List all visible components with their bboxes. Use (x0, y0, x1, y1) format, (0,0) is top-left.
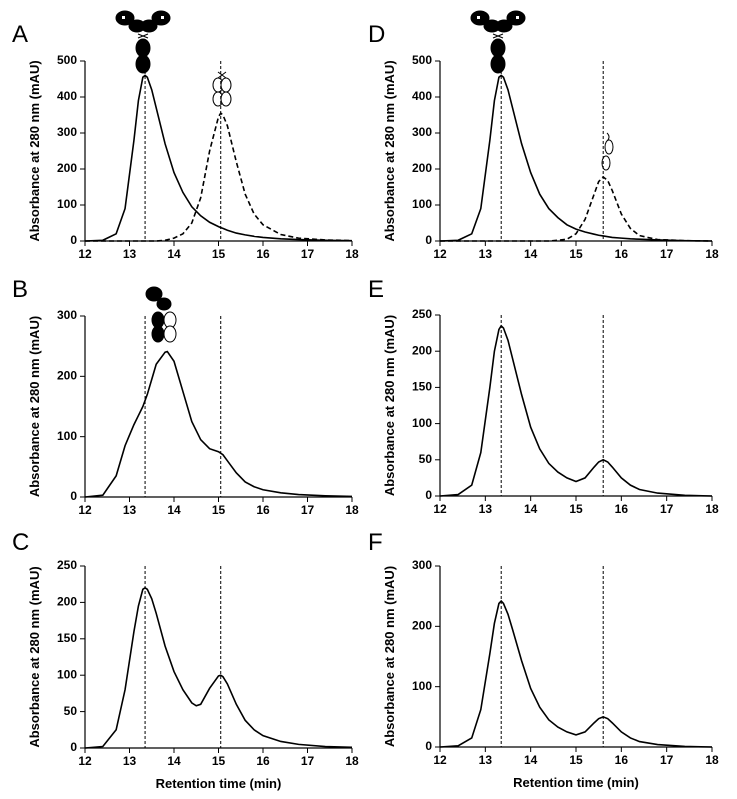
curve (440, 175, 713, 242)
x-tick-label: 18 (345, 247, 359, 261)
curve (84, 350, 353, 498)
y-tick-label: 0 (70, 740, 77, 754)
x-tick-label: 16 (256, 503, 270, 517)
x-tick-label: 12 (433, 502, 447, 516)
y-axis-label: Absorbance at 280 nm (mAU) (382, 315, 397, 496)
y-tick-label: 400 (412, 89, 432, 103)
y-tick-label: 200 (412, 619, 432, 633)
y-tick-label: 100 (412, 416, 432, 430)
y-tick-label: 0 (425, 739, 432, 753)
y-tick-label: 100 (57, 197, 77, 211)
x-tick-label: 16 (256, 754, 270, 768)
y-axis-label: Absorbance at 280 nm (mAU) (27, 566, 42, 747)
x-tick-label: 17 (301, 754, 315, 768)
y-tick-label: 250 (412, 307, 432, 321)
curve (439, 324, 713, 497)
y-tick-label: 200 (412, 161, 432, 175)
y-tick-label: 0 (70, 233, 77, 247)
x-tick-label: 16 (615, 247, 629, 261)
y-tick-label: 250 (57, 558, 77, 572)
curve (84, 74, 353, 242)
y-tick-label: 0 (425, 488, 432, 502)
y-tick-label: 300 (412, 125, 432, 139)
x-tick-label: 12 (433, 247, 447, 261)
curve (85, 112, 353, 242)
y-tick-label: 500 (57, 53, 77, 67)
x-tick-label: 13 (123, 503, 137, 517)
y-tick-label: 200 (57, 369, 77, 383)
y-tick-label: 100 (57, 667, 77, 681)
x-tick-label: 14 (167, 754, 181, 768)
x-tick-label: 15 (212, 247, 226, 261)
y-tick-label: 200 (412, 343, 432, 357)
panel-label: C (12, 529, 29, 556)
y-axis-label: Absorbance at 280 nm (mAU) (382, 566, 397, 747)
x-tick-label: 14 (524, 247, 538, 261)
x-tick-label: 14 (524, 753, 538, 767)
y-tick-label: 100 (57, 429, 77, 443)
x-tick-label: 16 (615, 502, 629, 516)
fragment-icon (212, 71, 614, 171)
x-tick-label: 14 (167, 503, 181, 517)
x-tick-label: 17 (660, 247, 674, 261)
y-axis-label: Absorbance at 280 nm (mAU) (27, 316, 42, 497)
x-tick-label: 18 (345, 503, 359, 517)
y-tick-label: 300 (412, 558, 432, 572)
x-tick-label: 18 (705, 502, 719, 516)
x-tick-label: 17 (301, 247, 315, 261)
x-tick-label: 16 (615, 753, 629, 767)
y-tick-label: 0 (425, 233, 432, 247)
x-tick-label: 14 (524, 502, 538, 516)
y-tick-label: 500 (412, 53, 432, 67)
y-tick-label: 300 (57, 125, 77, 139)
y-tick-label: 400 (57, 89, 77, 103)
x-tick-label: 17 (660, 502, 674, 516)
x-tick-label: 12 (78, 503, 92, 517)
panel-label: D (368, 21, 385, 48)
x-tick-label: 17 (301, 503, 315, 517)
x-tick-label: 15 (569, 753, 583, 767)
x-tick-label: 18 (345, 754, 359, 768)
x-tick-label: 13 (123, 754, 137, 768)
panel-label: B (12, 276, 28, 303)
x-tick-label: 15 (212, 503, 226, 517)
panel-label: F (368, 529, 383, 556)
x-axis-label: Retention time (min) (156, 776, 282, 791)
antibody-icon (115, 10, 526, 343)
panel-label: A (12, 21, 28, 48)
y-axis-label: Absorbance at 280 nm (mAU) (382, 60, 397, 241)
x-tick-label: 12 (78, 754, 92, 768)
x-tick-label: 14 (167, 247, 181, 261)
x-tick-label: 13 (479, 247, 493, 261)
curve (84, 586, 353, 749)
x-axis-label: Retention time (min) (513, 775, 639, 790)
x-tick-label: 13 (479, 502, 493, 516)
y-tick-label: 150 (412, 380, 432, 394)
x-tick-label: 17 (660, 753, 674, 767)
y-tick-label: 100 (412, 197, 432, 211)
curve (439, 74, 713, 242)
y-tick-label: 200 (57, 161, 77, 175)
x-tick-label: 13 (479, 753, 493, 767)
y-axis-label: Absorbance at 280 nm (mAU) (27, 60, 42, 241)
x-tick-label: 18 (705, 247, 719, 261)
x-tick-label: 12 (433, 753, 447, 767)
y-tick-label: 100 (412, 679, 432, 693)
y-tick-label: 50 (419, 452, 433, 466)
y-tick-label: 200 (57, 595, 77, 609)
x-tick-label: 16 (256, 247, 270, 261)
y-tick-label: 50 (64, 704, 78, 718)
y-tick-label: 0 (70, 489, 77, 503)
curve (439, 599, 713, 748)
x-tick-label: 15 (212, 754, 226, 768)
x-tick-label: 15 (569, 502, 583, 516)
y-tick-label: 150 (57, 631, 77, 645)
panel-label: E (368, 276, 384, 303)
y-tick-label: 300 (57, 308, 77, 322)
x-tick-label: 15 (569, 247, 583, 261)
x-tick-label: 18 (705, 753, 719, 767)
x-tick-label: 13 (123, 247, 137, 261)
x-tick-label: 12 (78, 247, 92, 261)
